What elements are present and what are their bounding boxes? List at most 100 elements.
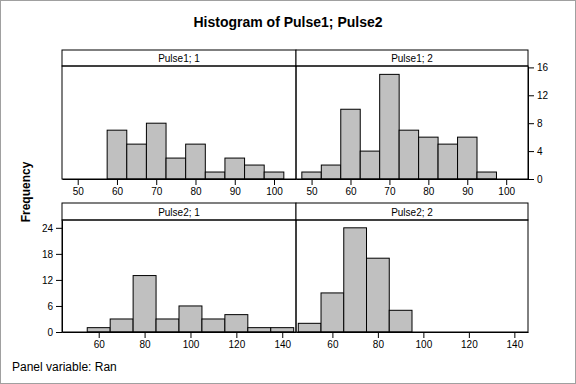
x-axis: 60 80 100 120 140 [63, 332, 297, 350]
bar [87, 328, 110, 332]
tick: 60 [327, 332, 339, 350]
bar [360, 151, 379, 179]
tick: 70 [151, 179, 163, 197]
bar [367, 258, 390, 332]
tick: 16 [528, 62, 549, 73]
tick: 24 [42, 223, 62, 234]
tick: 100 [266, 179, 283, 197]
tick-label: 12 [537, 90, 549, 101]
bar [110, 319, 133, 332]
tick-mark [56, 254, 62, 255]
tick-label: 70 [151, 186, 163, 197]
tick-mark [56, 332, 62, 333]
bars [107, 123, 284, 179]
tick-mark [236, 332, 237, 338]
strip [296, 50, 528, 66]
tick: 60 [345, 179, 357, 197]
axis-line [528, 67, 529, 180]
bar [248, 328, 271, 332]
tick-mark [428, 179, 429, 185]
tick-label: 8 [537, 118, 543, 129]
bar [186, 144, 206, 179]
axis-line [62, 221, 63, 333]
tick-label: 18 [42, 249, 54, 260]
tick: 60 [112, 179, 124, 197]
tick: 0 [47, 327, 62, 338]
tick-label: 90 [462, 186, 474, 197]
axis-line [63, 179, 297, 180]
tick-mark [78, 179, 79, 185]
y-axis-title: Frequency [19, 161, 33, 222]
tick-label: 100 [416, 339, 433, 350]
tick-label: 140 [274, 339, 291, 350]
tick-label: 24 [42, 223, 54, 234]
tick: 90 [230, 179, 242, 197]
tick-mark [528, 95, 534, 96]
bar [156, 319, 179, 332]
tick-label: 0 [47, 327, 53, 338]
tick-mark [332, 332, 333, 338]
panel: Pulse1; 25060708090100 [296, 50, 529, 197]
tick-label: 100 [183, 339, 200, 350]
bar [298, 323, 321, 332]
panel-title: Pulse2; 1 [158, 207, 200, 218]
bar [127, 144, 147, 179]
axis-line [297, 332, 529, 333]
tick-mark [195, 179, 196, 185]
tick: 12 [42, 275, 62, 286]
tick-mark [99, 332, 100, 338]
bar [321, 165, 340, 179]
tick-mark [235, 179, 236, 185]
bar [341, 109, 360, 179]
bars [302, 74, 497, 179]
background [1, 1, 576, 384]
plot-frame [62, 220, 296, 332]
tick-mark [467, 179, 468, 185]
tick-mark [145, 332, 146, 338]
tick: 100 [183, 332, 200, 350]
bar [225, 158, 245, 179]
tick: 140 [507, 332, 524, 350]
tick-label: 60 [345, 186, 357, 197]
strip [296, 203, 528, 220]
tick-label: 140 [507, 339, 524, 350]
tick-label: 12 [42, 275, 54, 286]
tick-label: 120 [461, 339, 478, 350]
tick: 140 [274, 332, 291, 350]
tick: 90 [462, 179, 474, 197]
tick-mark [190, 332, 191, 338]
bar [389, 310, 412, 332]
tick-label: 16 [537, 62, 549, 73]
tick: 6 [47, 301, 62, 312]
bar [380, 74, 399, 179]
tick: 12 [528, 90, 549, 101]
panel: Pulse1; 15060708090100 [62, 50, 297, 197]
tick-mark [528, 67, 534, 68]
bar [107, 130, 127, 179]
x-axis: 50 60 70 80 90 100 [63, 179, 297, 197]
tick-mark [312, 179, 313, 185]
tick: 60 [94, 332, 106, 350]
tick-label: 60 [327, 339, 339, 350]
tick: 0 [528, 174, 543, 185]
bars [298, 228, 412, 332]
tick: 80 [140, 332, 152, 350]
y-axis: 0 6 12 18 24 [42, 221, 63, 338]
bar [179, 306, 202, 332]
bar [271, 328, 294, 332]
tick: 120 [229, 332, 246, 350]
tick: 18 [42, 249, 62, 260]
x-axis: 6080100120140 [297, 332, 529, 350]
tick: 8 [528, 118, 543, 129]
tick: 100 [416, 332, 433, 350]
tick-label: 60 [94, 339, 106, 350]
bar [321, 293, 344, 332]
tick: 80 [423, 179, 435, 197]
tick-mark [274, 179, 275, 185]
tick-mark [469, 332, 470, 338]
tick: 50 [73, 179, 85, 197]
tick-label: 120 [229, 339, 246, 350]
tick-label: 80 [423, 186, 435, 197]
tick-mark [423, 332, 424, 338]
tick-label: 80 [190, 186, 202, 197]
